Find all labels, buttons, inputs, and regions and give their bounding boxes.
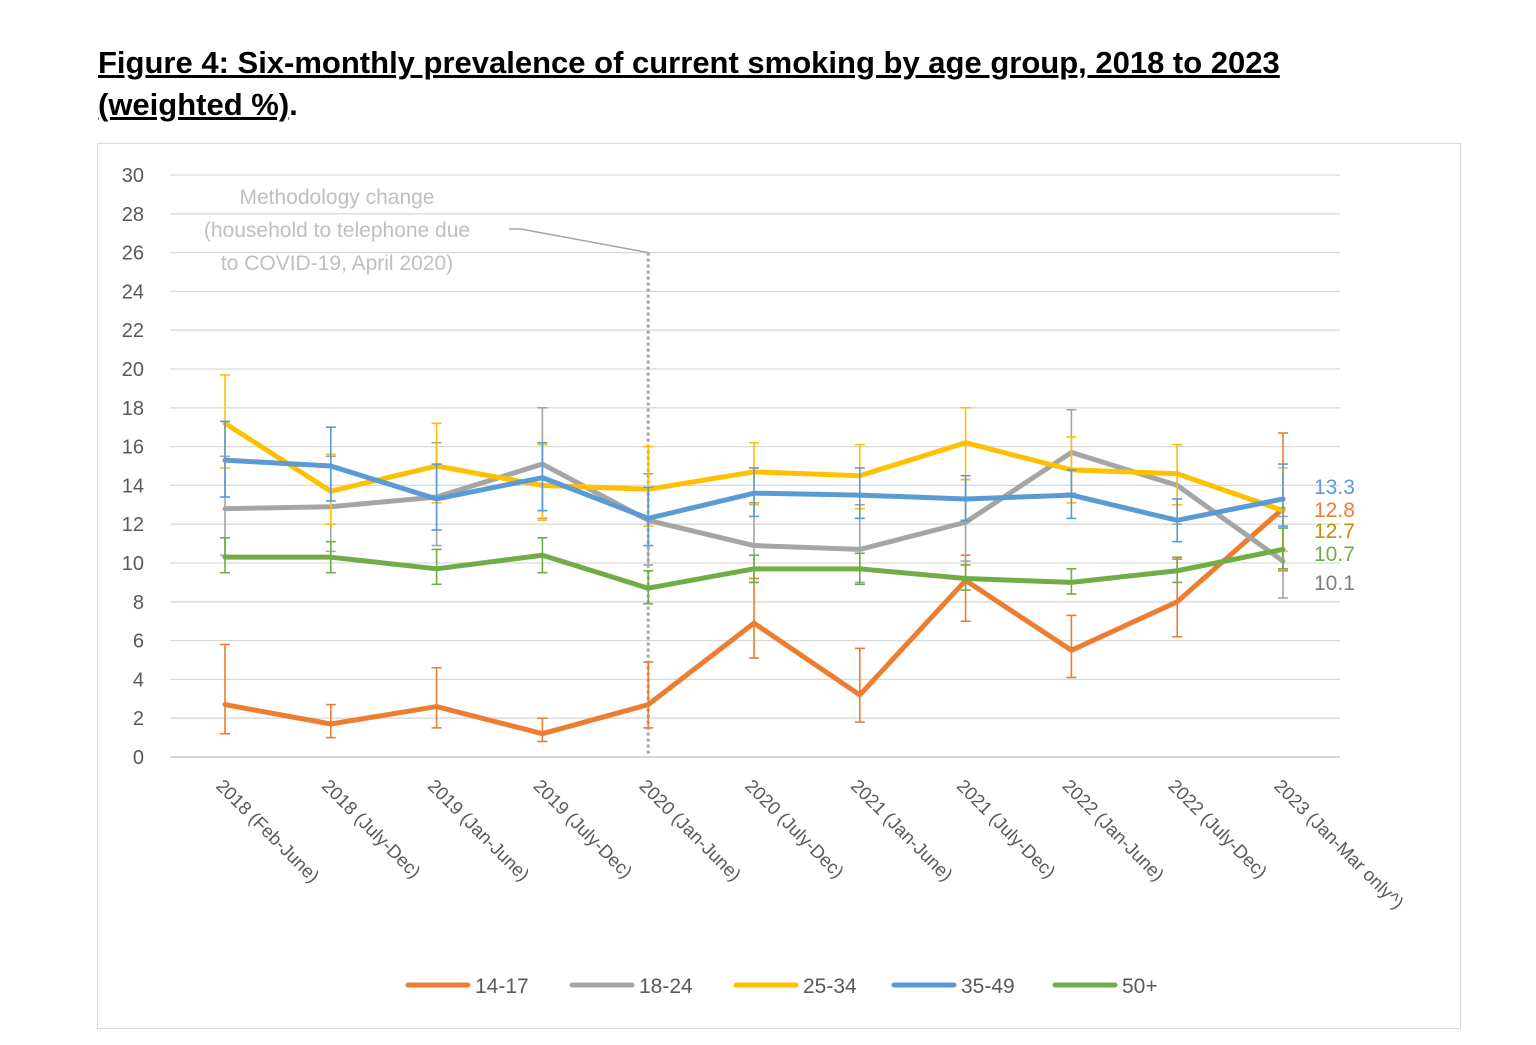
error-bar <box>1278 463 1288 527</box>
legend-item: 18-24 <box>569 975 693 998</box>
error-bar <box>749 577 759 659</box>
y-tick-label: 22 <box>122 320 144 342</box>
series-35-49 <box>220 420 1288 547</box>
legend-label: 50+ <box>1122 975 1158 998</box>
series-group <box>220 374 1288 743</box>
legend-item: 14-17 <box>405 975 529 998</box>
y-tick-label: 16 <box>122 437 144 459</box>
annotation-text-line: (household to telephone due <box>204 219 470 242</box>
end-label-18-24: 10.1 <box>1314 572 1355 595</box>
legend-item: 35-49 <box>891 975 1015 998</box>
x-tick-label: 2021 (July-Dec) <box>953 775 1060 882</box>
x-tick-label: 2022 (Jan-June) <box>1059 775 1169 885</box>
legend-item: 50+ <box>1052 975 1158 998</box>
end-labels: 12.8 10.1 12.7 13.3 10.7 <box>1314 476 1355 595</box>
x-tick-label: 2020 (Jan-June) <box>635 775 745 885</box>
x-tick-label: 2022 (July-Dec) <box>1164 775 1271 882</box>
x-tick-label: 2018 (Feb-June) <box>212 775 324 887</box>
annotation-text-line: Methodology change <box>240 186 435 209</box>
y-tick-label: 12 <box>122 514 144 536</box>
series-14-17 <box>220 432 1288 743</box>
x-tick-label: 2019 (July-Dec) <box>530 775 637 882</box>
error-bar <box>220 643 230 735</box>
methodology-annotation: Methodology change (household to telephon… <box>204 186 650 757</box>
y-tick-label: 6 <box>133 631 144 653</box>
legend-label: 14-17 <box>475 975 529 998</box>
legend-item: 25-34 <box>733 975 857 998</box>
y-tick-label: 4 <box>133 669 144 691</box>
end-label-14-17: 12.8 <box>1314 499 1355 522</box>
error-bar <box>643 661 654 729</box>
y-tick-label: 0 <box>133 747 144 769</box>
error-bar <box>325 703 336 739</box>
x-tick-label: 2023 (Jan-Mar only^) <box>1270 775 1408 913</box>
annotation-leader-line <box>509 228 649 254</box>
y-tick-label: 20 <box>122 359 144 381</box>
y-tick-label: 24 <box>122 281 144 303</box>
error-bar <box>1066 614 1077 679</box>
legend-label: 18-24 <box>639 975 693 998</box>
title-line-1: Figure 4: Six-monthly prevalence of curr… <box>98 45 1280 80</box>
end-label-50+: 10.7 <box>1314 543 1355 566</box>
x-tick-label: 2021 (Jan-June) <box>847 775 957 885</box>
title-line-2: (weighted %) <box>98 87 290 122</box>
x-axis-ticks: 2018 (Feb-June)2018 (July-Dec)2019 (Jan-… <box>212 775 1408 913</box>
y-tick-label: 28 <box>122 204 144 226</box>
y-tick-label: 18 <box>122 398 144 420</box>
error-bar <box>537 717 548 743</box>
legend-label: 25-34 <box>803 975 857 998</box>
error-bar <box>854 647 865 723</box>
figure-title: Figure 4: Six-monthly prevalence of curr… <box>98 42 1458 126</box>
chart-frame <box>97 143 1461 1029</box>
end-label-25-34: 12.7 <box>1314 520 1355 543</box>
x-tick-label: 2018 (July-Dec) <box>318 775 425 882</box>
error-bar <box>431 666 442 729</box>
x-tick-label: 2019 (Jan-June) <box>424 775 534 885</box>
y-tick-label: 30 <box>122 165 144 187</box>
annotation-text-line: to COVID-19, April 2020) <box>221 252 453 275</box>
y-tick-label: 2 <box>133 708 144 730</box>
end-label-35-49: 13.3 <box>1314 476 1355 499</box>
y-tick-label: 8 <box>133 592 144 614</box>
x-tick-label: 2020 (July-Dec) <box>741 775 848 882</box>
y-tick-label: 26 <box>122 243 144 265</box>
title-line-2-period: . <box>289 87 298 122</box>
y-tick-label: 10 <box>122 553 144 575</box>
legend: 14-17 18-24 25-34 35-49 50+ <box>405 975 1158 998</box>
y-tick-label: 14 <box>122 475 144 497</box>
series-50+ <box>220 527 1288 605</box>
legend-label: 35-49 <box>961 975 1015 998</box>
